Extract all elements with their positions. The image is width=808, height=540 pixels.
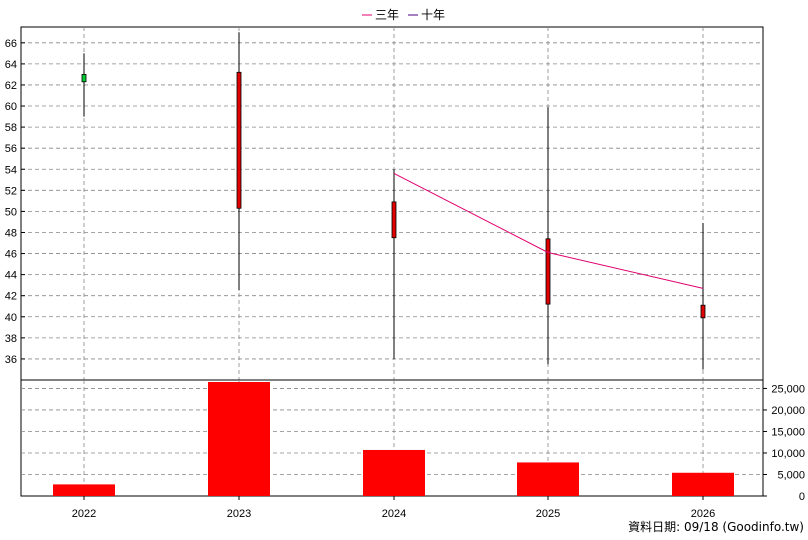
volume-tick-label: 10,000: [771, 448, 805, 460]
price-tick-label: 54: [5, 164, 17, 176]
volume-bar: [672, 472, 734, 496]
price-tick-label: 64: [5, 59, 17, 71]
volume-tick-label: 0: [799, 491, 805, 503]
x-tick-label: 2025: [536, 508, 560, 520]
price-tick-label: 38: [5, 333, 17, 345]
candlesticks: [81, 32, 706, 370]
price-tick-label: 46: [5, 249, 17, 261]
price-tick-label: 66: [5, 38, 17, 50]
volume-tick-label: 15,000: [771, 426, 805, 438]
legend: 三年 十年: [362, 8, 445, 22]
volume-bars: [53, 382, 734, 496]
x-tick-label: 2026: [691, 508, 715, 520]
price-tick-label: 44: [5, 270, 17, 282]
x-axis: 2022 2023 2024 2025 2026: [72, 496, 715, 520]
x-tick-label: 2024: [382, 508, 406, 520]
x-tick-label: 2022: [72, 508, 96, 520]
volume-bar: [517, 462, 579, 496]
candle-body: [391, 201, 397, 239]
price-tick-label: 40: [5, 312, 17, 324]
volume-tick-label: 20,000: [771, 405, 805, 417]
candle-body: [700, 304, 706, 319]
price-tick-label: 50: [5, 206, 17, 218]
candle-body: [545, 238, 551, 305]
source-footer: 資料日期: 09/18 (Goodinfo.tw): [628, 520, 804, 534]
price-tick-label: 48: [5, 227, 17, 239]
volume-tick-label: 5,000: [777, 469, 805, 481]
price-tick-label: 36: [5, 354, 17, 366]
volume-tick-label: 25,000: [771, 383, 805, 395]
volume-bar: [53, 484, 115, 496]
price-tick-label: 62: [5, 80, 17, 92]
volume-y-axis: 0 5,000 10,000 15,000 20,000 25,000: [763, 383, 805, 503]
price-tick-label: 60: [5, 101, 17, 113]
price-tick-label: 56: [5, 143, 17, 155]
x-tick-label: 2023: [227, 508, 251, 520]
volume-bar: [363, 449, 425, 496]
price-tick-label: 58: [5, 122, 17, 134]
price-y-axis: 36 38 40 42 44 46 48 50 52 54 56 58 60 62 64 66: [5, 38, 25, 366]
legend-ma10-label: 十年: [421, 8, 445, 22]
price-tick-label: 42: [5, 291, 17, 303]
price-panel: 36 38 40 42 44 46 48 50 52 54 56 58 60 62 64 66: [5, 26, 764, 381]
moving-average-lines: [393, 173, 704, 289]
candle-body: [81, 74, 87, 83]
volume-bar: [208, 382, 270, 496]
price-tick-label: 52: [5, 185, 17, 197]
legend-ma3-label: 三年: [375, 8, 399, 22]
candle-body: [236, 71, 242, 209]
ma-line: [393, 173, 704, 289]
